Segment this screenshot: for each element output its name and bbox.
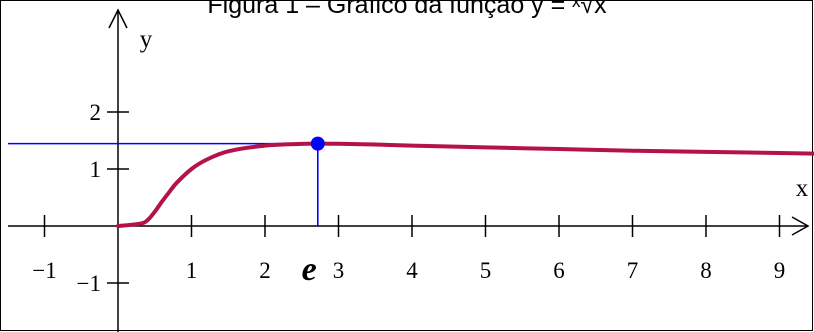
y-tick-label: 2 [90,100,102,125]
max-point-marker [310,136,325,151]
x-tick-label: 8 [700,258,712,283]
tick-labels: −1 1 2 3 4 5 6 7 8 9 −1 1 2 x y e [32,26,808,296]
x-tick-label: 3 [333,258,345,283]
x-axis-label: x [796,175,809,202]
x-tick-label: 9 [774,258,786,283]
x-tick-label: 5 [480,258,492,283]
y-tick-label: −1 [77,271,101,296]
highlight-layer [310,136,325,151]
x-tick-label: −1 [32,258,56,283]
guide-lines [8,142,319,226]
x-tick-label: 7 [627,258,639,283]
axes [8,8,810,332]
x-axis-arrow [791,216,810,236]
y-axis-label: y [140,26,153,53]
x-tick-label: 6 [553,258,565,283]
function-curve [116,141,814,228]
x-tick-label: 4 [406,258,418,283]
x-tick-label: 2 [259,258,271,283]
y-axis-arrow [108,8,128,29]
x-tick-label: 1 [186,258,198,283]
y-tick-label: 1 [90,157,102,182]
e-label: e [302,251,317,288]
chart-title: Figura 1 – Gráfico da função y = ˣ√x [207,0,607,19]
series-lines [116,141,814,228]
